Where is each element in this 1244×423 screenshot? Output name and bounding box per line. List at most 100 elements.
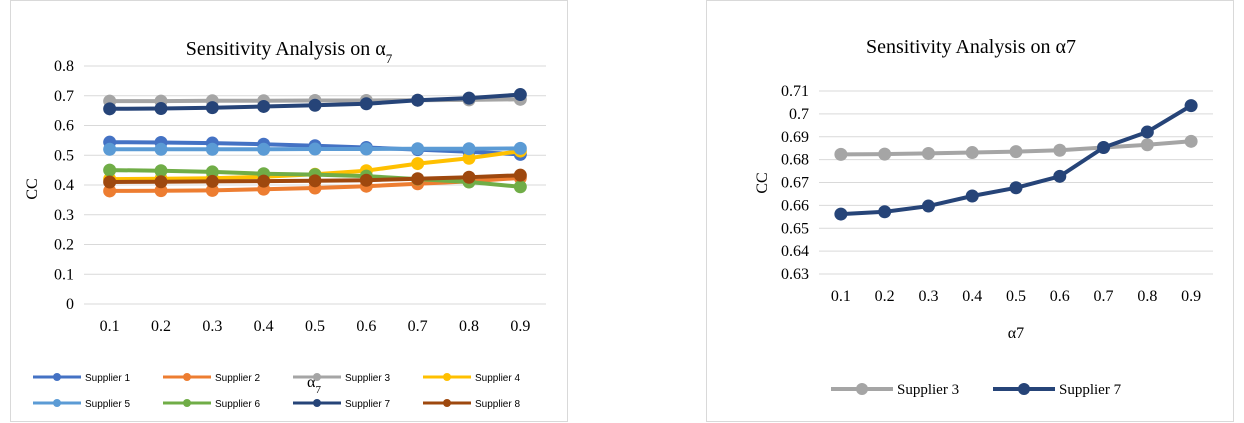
- right-legend-label-supplier-3: Supplier 3: [897, 382, 959, 398]
- left-point-supplier-6: [205, 165, 219, 179]
- left-point-supplier-4: [462, 151, 476, 165]
- left-ytick-label: 0.8: [54, 58, 74, 75]
- right-point-supplier-3: [1140, 138, 1154, 152]
- chart-left-title-main: Sensitivity Analysis on α: [186, 38, 386, 60]
- right-ytick-label: 0.65: [781, 220, 809, 237]
- right-xtick-label: 0.4: [962, 288, 982, 305]
- chart-left-xlabel-main: α: [307, 374, 316, 391]
- left-point-supplier-5: [257, 142, 271, 156]
- right-point-supplier-7: [834, 207, 848, 221]
- right-xtick-label: 0.2: [875, 288, 895, 305]
- left-point-supplier-8: [359, 173, 373, 187]
- left-legend-label-supplier-7: Supplier 7: [345, 399, 390, 410]
- left-xtick-label: 0.7: [408, 318, 428, 335]
- left-point-supplier-8: [308, 174, 322, 188]
- chart-left-svg: Sensitivity Analysis on α7 α7 CC 00.10.2…: [24, 38, 546, 410]
- left-point-supplier-7: [462, 91, 476, 105]
- right-point-supplier-3: [878, 147, 892, 161]
- right-point-supplier-7: [1053, 169, 1067, 183]
- left-point-supplier-7: [205, 101, 219, 115]
- chart-left-xlabel: α7: [307, 374, 321, 396]
- left-point-supplier-2: [205, 183, 219, 197]
- left-point-supplier-4: [411, 157, 425, 171]
- chart-right-svg: Sensitivity Analysis on α7 α7 CC 0.63 0.6…: [754, 36, 1213, 398]
- right-ytick-label: 0.68: [781, 152, 809, 169]
- right-point-supplier-3: [921, 146, 935, 160]
- right-ytick-label: 0.7: [789, 106, 809, 123]
- right-point-supplier-3: [1053, 143, 1067, 157]
- left-point-supplier-7: [103, 102, 117, 116]
- left-xtick-label: 0.8: [459, 318, 479, 335]
- left-legend-label-supplier-3: Supplier 3: [345, 373, 390, 384]
- chart-left-ylabel: CC: [24, 178, 41, 199]
- left-point-supplier-5: [205, 142, 219, 156]
- left-point-supplier-5: [462, 142, 476, 156]
- left-legend-marker-supplier-1: [53, 373, 61, 381]
- left-ytick-label: 0.2: [54, 237, 74, 254]
- right-point-supplier-7: [1009, 181, 1023, 195]
- left-point-supplier-6: [154, 164, 168, 178]
- chart-right-xlabel: α7: [1008, 325, 1024, 342]
- right-point-supplier-7: [965, 189, 979, 203]
- left-point-supplier-7: [359, 97, 373, 111]
- chart-left-title: Sensitivity Analysis on α7: [186, 38, 393, 66]
- right-point-supplier-3: [965, 146, 979, 160]
- left-legend-marker-supplier-6: [183, 399, 191, 407]
- left-ytick-label: 0.3: [54, 207, 74, 224]
- left-legend-marker-supplier-3: [313, 373, 321, 381]
- left-xtick-label: 0.6: [356, 318, 376, 335]
- left-legend-label-supplier-1: Supplier 1: [85, 373, 130, 384]
- right-point-supplier-7: [1184, 99, 1198, 113]
- left-ytick-label: 0.7: [54, 88, 74, 105]
- right-ytick-label: 0.67: [781, 175, 809, 192]
- right-point-supplier-7: [921, 199, 935, 213]
- right-legend-label-supplier-7: Supplier 7: [1059, 382, 1122, 398]
- left-ytick-label: 0.5: [54, 147, 74, 164]
- right-point-supplier-7: [878, 205, 892, 219]
- left-ytick-label: 0.6: [54, 118, 74, 135]
- left-point-supplier-7: [513, 88, 527, 102]
- right-ytick-label: 0.71: [781, 83, 809, 100]
- right-xtick-label: 0.6: [1050, 288, 1070, 305]
- right-ytick-label: 0.64: [781, 243, 809, 260]
- left-point-supplier-5: [359, 142, 373, 156]
- chart-right-title: Sensitivity Analysis on α7: [866, 36, 1076, 58]
- chart-right-ylabel: CC: [754, 172, 771, 193]
- left-point-supplier-8: [154, 175, 168, 189]
- left-legend-marker-supplier-5: [53, 399, 61, 407]
- right-ytick-label: 0.69: [781, 129, 809, 146]
- left-legend-label-supplier-2: Supplier 2: [215, 373, 260, 384]
- left-point-supplier-8: [462, 170, 476, 184]
- right-point-supplier-3: [1009, 145, 1023, 159]
- left-point-supplier-5: [513, 141, 527, 155]
- left-ytick-label: 0.1: [54, 266, 74, 283]
- left-legend-label-supplier-5: Supplier 5: [85, 399, 130, 410]
- right-ytick-label: 0.63: [781, 266, 809, 283]
- right-point-supplier-3: [1184, 134, 1198, 148]
- left-point-supplier-6: [513, 180, 527, 194]
- right-legend-marker-supplier-3: [856, 383, 868, 395]
- left-xtick-label: 0.2: [151, 318, 171, 335]
- left-legend-marker-supplier-2: [183, 373, 191, 381]
- left-point-supplier-8: [205, 174, 219, 188]
- left-legend-marker-supplier-7: [313, 399, 321, 407]
- chart-left-title-sub: 7: [386, 51, 393, 66]
- chart-left-panel: Sensitivity Analysis on α7 α7 CC 0 0.1 0.2…: [10, 0, 568, 422]
- right-point-supplier-7: [1140, 125, 1154, 139]
- left-xtick-label: 0.4: [254, 318, 274, 335]
- right-xtick-label: 0.5: [1006, 288, 1026, 305]
- left-xtick-label: 0.5: [305, 318, 325, 335]
- left-point-supplier-8: [513, 168, 527, 182]
- right-xtick-label: 0.3: [918, 288, 938, 305]
- left-point-supplier-2: [103, 184, 117, 198]
- left-point-supplier-2: [154, 184, 168, 198]
- left-ytick-label: 0.4: [54, 177, 74, 194]
- left-point-supplier-7: [154, 102, 168, 116]
- left-point-supplier-6: [103, 163, 117, 177]
- left-legend-label-supplier-6: Supplier 6: [215, 399, 260, 410]
- left-ytick-label: 0: [66, 296, 74, 313]
- right-xtick-label: 0.1: [831, 288, 851, 305]
- left-point-supplier-8: [257, 174, 271, 188]
- left-legend-marker-supplier-4: [443, 373, 451, 381]
- left-point-supplier-7: [411, 93, 425, 107]
